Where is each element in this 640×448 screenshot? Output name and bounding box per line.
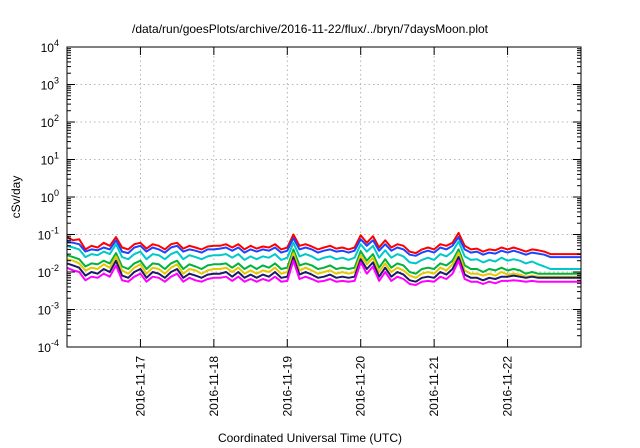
x-tick-label: 2016-11-20 xyxy=(354,356,368,417)
series-line-3 xyxy=(66,240,581,270)
y-tick-label: 10-1 xyxy=(38,226,59,243)
x-tick-label: 2016-11-18 xyxy=(207,356,221,417)
series-line-1 xyxy=(66,231,581,256)
x-axis-label: Coordinated Universal Time (UTC) xyxy=(218,431,402,445)
y-tick-label: 103 xyxy=(41,76,59,93)
series-line-2 xyxy=(66,236,581,259)
y-tick-label: 101 xyxy=(41,151,59,168)
series-group xyxy=(66,231,581,286)
y-tick-label: 10-3 xyxy=(38,301,59,318)
y-tick-label: 102 xyxy=(41,113,59,130)
y-tick-label: 100 xyxy=(41,188,59,205)
series-line-4 xyxy=(66,248,581,275)
x-tick-label: 2016-11-19 xyxy=(280,356,294,417)
y-tick-label: 104 xyxy=(41,38,59,55)
y-axis-label: cSv/day xyxy=(9,176,23,219)
series-line-6 xyxy=(66,256,581,283)
x-tick-label: 2016-11-21 xyxy=(427,356,441,417)
x-axis: 2016-11-17 2016-11-18 2016-11-19 2016-11-20… xyxy=(133,47,515,417)
chart-title: /data/run/goesPlots/archive/2016-11-22/f… xyxy=(132,22,489,36)
y-tick-label: 10-4 xyxy=(38,338,59,355)
x-tick-label: 2016-11-17 xyxy=(133,356,147,417)
y-axis: 10-4 10-3 10-2 10-1 100 101 102 103 104 xyxy=(38,38,581,355)
y-tick-label: 10-2 xyxy=(38,263,59,280)
x-tick-label: 2016-11-22 xyxy=(501,356,515,417)
series-line-5 xyxy=(66,251,581,279)
series-line-7 xyxy=(66,259,581,286)
